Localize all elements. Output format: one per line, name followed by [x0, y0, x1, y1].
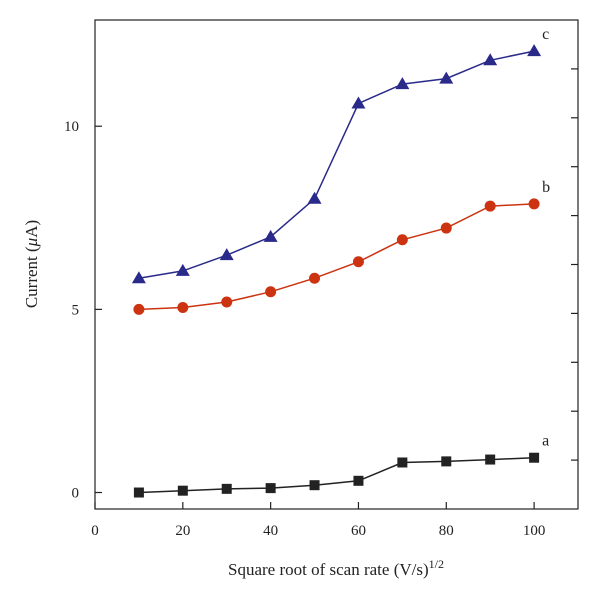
x-axis-title: Square root of scan rate (V/s)1/2 — [228, 557, 444, 579]
series-c-point-8 — [483, 53, 498, 66]
series-b-point-6 — [396, 234, 408, 246]
series-b-point-8 — [484, 200, 496, 212]
y-axis-title-symbol: μ — [22, 238, 41, 248]
series-b-point-9 — [528, 198, 540, 210]
series-line-b — [138, 203, 535, 311]
series-line-a — [138, 456, 535, 494]
series-line-c — [138, 50, 535, 279]
right-axis-ticks — [571, 68, 578, 461]
series-a-point-1 — [177, 485, 188, 496]
series-label-a: a — [542, 433, 549, 450]
series-markers — [131, 44, 542, 498]
series-b-point-5 — [352, 256, 364, 268]
series-label-b: b — [542, 179, 550, 196]
x-tick-label-0: 0 — [91, 523, 99, 539]
series-a-point-2 — [221, 483, 232, 494]
series-b-point-4 — [309, 272, 321, 284]
y-tick-label-2: 10 — [64, 119, 79, 135]
x-axis-ticks: 0 20 40 60 80 100 — [91, 502, 545, 539]
x-tick-label-1: 20 — [175, 523, 190, 539]
series-c-point-4 — [307, 191, 322, 204]
x-axis-title-text: Square root of scan rate (V/s) — [228, 560, 429, 579]
y-axis-title-suffix: A) — [22, 220, 41, 238]
x-tick-label-3: 60 — [351, 523, 366, 539]
series-label-c: c — [542, 26, 549, 43]
y-axis-ticks: 0 5 10 — [64, 119, 102, 502]
series-b-point-3 — [265, 286, 277, 298]
series-a-point-7 — [441, 456, 452, 467]
series-c-point-0 — [131, 271, 146, 284]
series-c-point-3 — [263, 229, 278, 242]
y-axis-title: Current (μA) — [22, 220, 41, 308]
series-a-point-6 — [397, 457, 408, 468]
x-tick-label-5: 100 — [523, 523, 546, 539]
series-a-point-3 — [265, 483, 276, 494]
series-a-point-8 — [485, 454, 496, 465]
series-b-point-2 — [221, 296, 233, 308]
series-b-point-7 — [440, 222, 452, 234]
series-a-point-5 — [353, 475, 364, 486]
series-lines — [138, 50, 535, 494]
series-c-point-6 — [395, 77, 410, 90]
x-axis-title-superscript: 1/2 — [429, 557, 444, 571]
series-c-point-2 — [219, 248, 234, 261]
plot-border — [94, 19, 579, 510]
series-c-point-5 — [351, 96, 366, 109]
plot-frame — [94, 19, 579, 510]
series-a-point-0 — [133, 487, 144, 498]
series-a-point-4 — [309, 480, 320, 491]
x-tick-label-4: 80 — [439, 523, 454, 539]
series-c-point-7 — [439, 71, 454, 84]
series-a-point-9 — [529, 452, 540, 463]
y-axis-title-prefix: Current ( — [22, 246, 41, 308]
series-b-point-1 — [177, 302, 189, 314]
series-labels: a b c — [542, 26, 550, 450]
series-b-point-0 — [133, 303, 145, 315]
series-c-point-1 — [175, 263, 190, 276]
y-tick-label-1: 5 — [72, 302, 80, 318]
series-c-point-9 — [527, 44, 542, 57]
x-tick-label-2: 40 — [263, 523, 278, 539]
y-tick-label-0: 0 — [72, 486, 80, 502]
